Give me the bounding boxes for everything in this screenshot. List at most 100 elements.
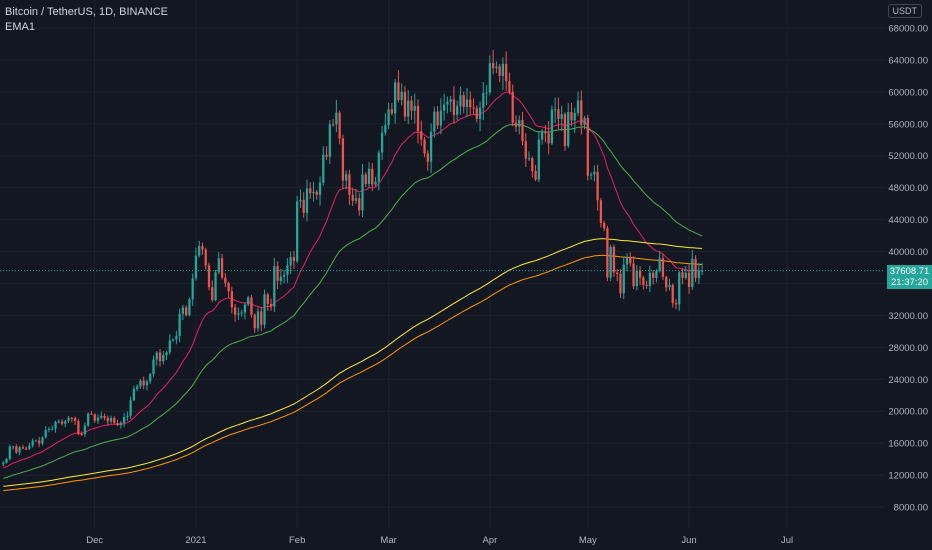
candle-body (191, 278, 194, 300)
candle-body (24, 448, 28, 450)
candle-body (560, 114, 563, 119)
candle-body (384, 124, 387, 133)
candle-body (678, 272, 681, 305)
candle-body (521, 120, 524, 142)
candle-body (622, 264, 625, 294)
candle-body (73, 418, 77, 422)
candle-body (511, 91, 514, 123)
candle-body (665, 276, 668, 288)
y-tick-label: 20000.00 (888, 407, 928, 418)
candle-body (377, 152, 380, 182)
candle-body (273, 266, 276, 307)
candle-body (651, 272, 655, 278)
candle-body (38, 440, 41, 444)
candle-body (240, 312, 243, 314)
candle-body (113, 417, 116, 423)
candle-body (136, 386, 139, 389)
candle-body (478, 107, 482, 120)
candle-body (309, 188, 312, 194)
x-tick-label: 2021 (185, 535, 206, 546)
currency-badge[interactable]: USDT (887, 4, 922, 18)
candle-body (269, 303, 273, 307)
candle-body (116, 422, 119, 426)
candle-body (132, 388, 136, 401)
candle-body (400, 91, 403, 101)
last-price-value: 37608.71 (889, 265, 930, 277)
candle-body (550, 109, 554, 144)
candle-body (299, 199, 302, 202)
candle-body (420, 131, 423, 140)
candle-body (185, 307, 188, 316)
candle-body (456, 106, 459, 115)
candle-body (485, 92, 488, 94)
candle-body (697, 270, 700, 278)
candle-body (694, 258, 697, 278)
candle-body (302, 199, 305, 213)
candle-body (224, 277, 227, 283)
x-tick-label: Jul (781, 535, 793, 546)
candle-body (557, 109, 560, 119)
candle-body (475, 108, 478, 120)
candle-body (537, 139, 540, 180)
candle-body (354, 198, 358, 201)
candle-body (263, 294, 266, 325)
indicator-label[interactable]: EMA1 (5, 21, 35, 33)
bar-countdown: 21:37:20 (891, 276, 928, 288)
candle-body (609, 246, 612, 278)
candle-body (433, 111, 436, 132)
candle-body (599, 200, 603, 223)
y-tick-label: 64000.00 (888, 55, 928, 66)
candle-body (233, 307, 237, 315)
candle-body (351, 194, 354, 201)
candle-body (305, 188, 309, 213)
x-tick-label: Dec (86, 535, 103, 546)
candle-body (501, 63, 505, 76)
candle-body (531, 158, 534, 171)
candle-body (341, 138, 345, 181)
candle-body (658, 258, 661, 271)
y-tick-label: 44000.00 (888, 215, 928, 226)
candle-body (256, 311, 260, 329)
candle-body (469, 99, 472, 108)
y-tick-label: 52000.00 (888, 151, 928, 162)
candle-body (96, 417, 100, 421)
candle-body (580, 100, 583, 125)
candle-body (292, 257, 296, 262)
candle-body (534, 170, 537, 180)
candle-body (586, 117, 589, 176)
candle-body (573, 112, 576, 121)
candle-body (181, 307, 185, 314)
candle-body (54, 421, 57, 429)
candle-body (338, 112, 341, 139)
candle-body (60, 421, 64, 424)
candle-body (211, 287, 214, 301)
candle-body (482, 93, 485, 108)
candle-body (142, 380, 145, 386)
candle-body (296, 201, 299, 262)
candle-body (439, 110, 443, 126)
candle-body (505, 63, 508, 82)
candle-body (446, 101, 449, 105)
y-tick-label: 32000.00 (888, 311, 928, 322)
candle-body (423, 139, 426, 154)
candle-body (449, 99, 452, 102)
candle-body (282, 274, 286, 277)
candle-body (253, 314, 256, 329)
candle-body (459, 95, 462, 107)
candle-body (230, 291, 234, 308)
candle-body (472, 107, 475, 109)
y-tick-label: 16000.00 (888, 439, 928, 450)
y-tick-label: 24000.00 (888, 375, 928, 386)
candle-body (318, 182, 322, 195)
symbol-title[interactable]: Bitcoin / TetherUS, 1D, BINANCE (5, 6, 169, 18)
x-axis[interactable]: Dec 2021 Feb Mar Apr May Jun Jul (86, 535, 793, 546)
candle-body (149, 373, 152, 382)
candle-body (44, 429, 47, 438)
candle-body (15, 446, 18, 453)
candle-body (508, 81, 511, 92)
y-tick-label: 48000.00 (888, 183, 928, 194)
candle-body (51, 428, 54, 430)
candle-body (18, 447, 21, 453)
